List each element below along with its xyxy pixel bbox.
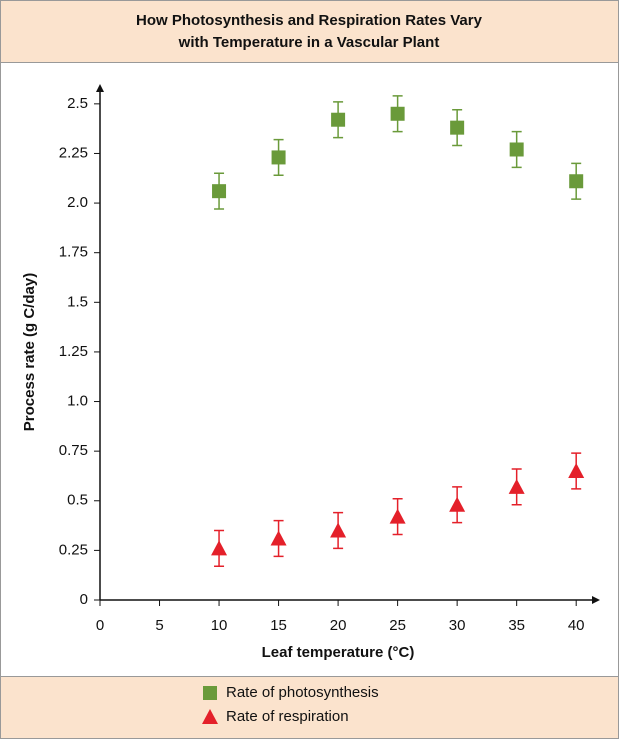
point [331,112,346,127]
title-band [0,0,619,63]
legend-band [0,676,619,739]
y-axis-arrow [96,84,104,92]
y-axis-label: Process rate (g C/day) [21,273,38,431]
x-tick-label: 5 [155,617,163,634]
chart-title: How Photosynthesis and Respiration Rates… [136,12,483,29]
y-tick-label: 0.5 [67,492,88,509]
point [211,540,228,556]
point [389,508,406,524]
y-tick-label: 1.75 [59,244,88,261]
point [212,184,227,199]
y-tick-label: 0 [80,591,88,608]
y-tick-label: 1.0 [67,393,88,410]
y-tick-label: 0.75 [59,442,88,459]
point [450,120,465,135]
x-tick-label: 0 [96,617,104,634]
y-tick-label: 0.25 [59,541,88,558]
y-tick-label: 2.0 [67,194,88,211]
y-tick-label: 2.25 [59,144,88,161]
chart-title: with Temperature in a Vascular Plant [178,34,440,51]
point [568,463,585,478]
x-tick-label: 15 [270,617,287,634]
y-tick-label: 1.25 [59,343,88,360]
legend-label: Rate of respiration [226,708,349,725]
y-tick-label: 2.5 [67,95,88,112]
x-tick-label: 25 [389,617,406,634]
x-tick-label: 20 [330,617,347,634]
x-axis-label: Leaf temperature (°C) [262,644,415,661]
legend-marker [202,709,218,724]
x-axis-arrow [592,596,600,604]
x-tick-label: 40 [568,617,585,634]
point [270,530,287,546]
point [569,174,584,189]
point [330,522,347,538]
point [449,496,466,512]
point [509,142,524,157]
point [508,478,525,494]
x-tick-label: 10 [211,617,228,634]
point [271,150,286,165]
point [390,106,405,121]
legend-label: Rate of photosynthesis [226,684,379,701]
x-tick-label: 30 [449,617,466,634]
y-tick-label: 1.5 [67,293,88,310]
legend-marker [203,686,217,700]
x-tick-label: 35 [508,617,525,634]
